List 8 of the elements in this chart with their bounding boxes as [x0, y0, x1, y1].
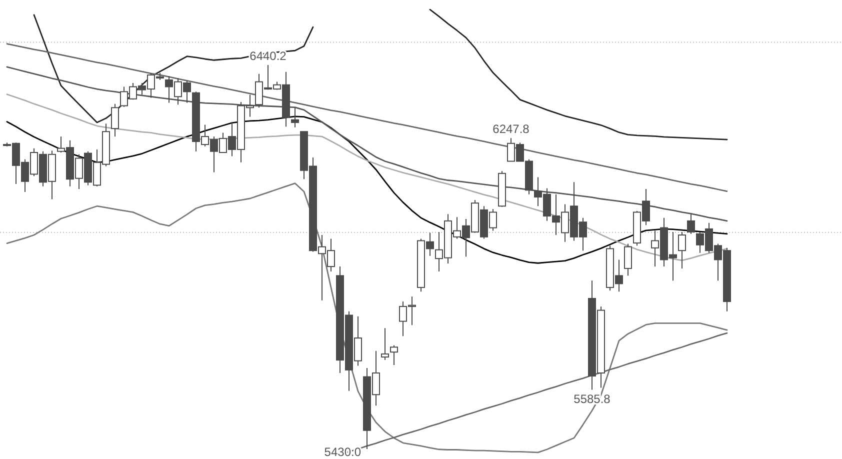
candlestick — [390, 344, 398, 366]
annotation: 6247.8 — [492, 122, 530, 136]
candlestick — [381, 328, 389, 361]
candlestick — [678, 231, 686, 269]
candlestick — [624, 243, 632, 276]
candlestick — [291, 107, 299, 128]
candlestick — [111, 103, 119, 138]
annotation: 6440.2 — [250, 49, 287, 63]
